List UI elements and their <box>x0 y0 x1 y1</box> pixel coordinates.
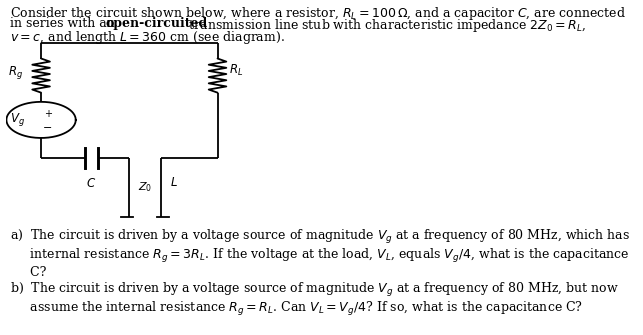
Text: b)  The circuit is driven by a voltage source of magnitude $V_g$ at a frequency : b) The circuit is driven by a voltage so… <box>10 281 619 299</box>
Text: a)  The circuit is driven by a voltage source of magnitude $V_g$ at a frequency : a) The circuit is driven by a voltage so… <box>10 228 629 246</box>
Text: transmission line stub with characteristic impedance $2Z_0 = R_L$,: transmission line stub with characterist… <box>185 17 586 34</box>
Text: $C$: $C$ <box>86 177 96 190</box>
Text: $V_g$: $V_g$ <box>10 112 25 128</box>
Text: $+$: $+$ <box>44 108 53 119</box>
Text: internal resistance $R_g = 3R_L$. If the voltage at the load, $V_L$, equals $V_g: internal resistance $R_g = 3R_L$. If the… <box>10 247 629 265</box>
Text: in series with an: in series with an <box>10 17 118 30</box>
Text: $-$: $-$ <box>42 122 53 131</box>
Text: $L$: $L$ <box>170 176 178 189</box>
Text: C?: C? <box>10 266 46 279</box>
Text: open-circuited: open-circuited <box>105 17 208 30</box>
Text: $R_L$: $R_L$ <box>229 63 243 78</box>
Text: Consider the circuit shown below, where a resistor, $R_L = 100\,\Omega$, and a c: Consider the circuit shown below, where … <box>10 5 626 22</box>
Text: $R_g$: $R_g$ <box>8 64 23 81</box>
Text: assume the internal resistance $R_g = R_L$. Can $V_L{=}V_g/4$? If so, what is th: assume the internal resistance $R_g = R_… <box>10 300 583 318</box>
Text: $Z_0$: $Z_0$ <box>138 180 152 194</box>
Text: $v = c$, and length $L = 360$ cm (see diagram).: $v = c$, and length $L = 360$ cm (see di… <box>10 29 284 46</box>
